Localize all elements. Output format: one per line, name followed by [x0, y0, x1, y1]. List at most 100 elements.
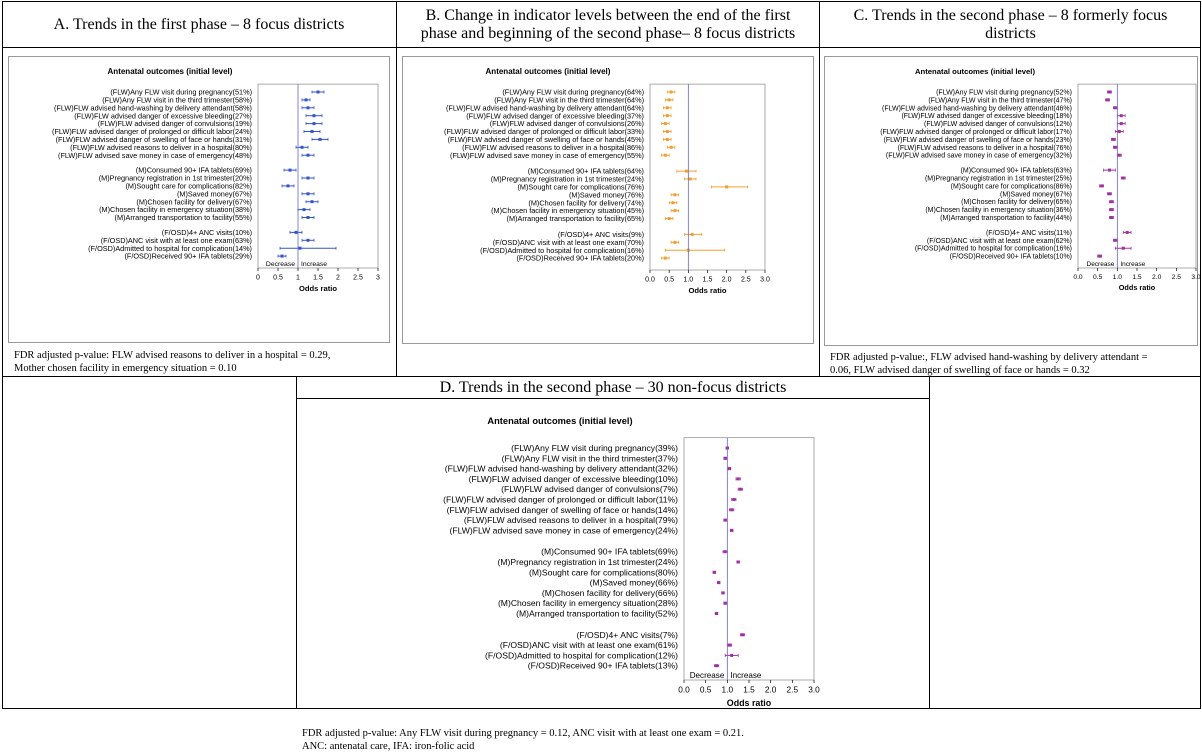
row-label: (M)Sought care for complications(76%) [517, 182, 644, 191]
point-estimate [316, 90, 320, 94]
increase-label: Increase [730, 671, 762, 680]
row-label: (M)Consumed 90+ IFA tablets(69%) [136, 166, 252, 175]
point-estimate [286, 184, 290, 188]
point-estimate [723, 456, 727, 460]
point-estimate [715, 664, 718, 668]
x-tick-label: 0.5 [1093, 274, 1103, 281]
point-estimate [728, 467, 731, 471]
x-tick-label: 1.0 [683, 276, 693, 283]
x-tick-label: 0.0 [678, 685, 690, 695]
row-label: (FLW)FLW advised reasons to deliver in a… [898, 145, 1072, 152]
title-divider-top [2, 47, 1201, 48]
x-tick-label: 1.5 [1132, 274, 1142, 281]
row-label: (M)Saved money(66%) [590, 578, 678, 588]
divider-d-right [929, 376, 930, 709]
point-estimate [736, 560, 740, 564]
point-estimate [300, 145, 304, 149]
panel-c-title: C. Trends in the second phase – 8 former… [820, 2, 1201, 47]
x-tick-label: 2.5 [353, 274, 363, 281]
point-estimate [1100, 184, 1104, 188]
panel-b-plot-frame [402, 56, 814, 344]
row-label: (FLW)FLW advised danger of swelling of f… [447, 505, 678, 515]
row-label: (FLW)FLW advised danger of prolonged or … [443, 495, 678, 505]
point-estimate [288, 168, 292, 172]
row-label: (M)Sought care for complications(80%) [529, 567, 678, 577]
x-tick-label: 1.5 [743, 685, 755, 695]
point-estimate [688, 177, 692, 181]
row-label: (F/OSD)ANC visit with at least one exam(… [500, 640, 678, 650]
point-estimate [730, 653, 734, 657]
panel-c-note-line-1: FDR adjusted p-value:, FLW advised hand-… [830, 352, 1148, 363]
point-estimate [306, 238, 310, 242]
row-label: (F/OSD)Admitted to hospital for complica… [485, 650, 678, 660]
increase-label: Increase [301, 261, 327, 268]
row-label: (M)Chosen facility for delivery(65%) [961, 199, 1072, 206]
row-label: (FLW)FLW advised danger of swelling of f… [56, 135, 252, 144]
x-axis-label: Odds ratio [689, 286, 727, 295]
point-estimate [1107, 90, 1111, 94]
row-label: (FLW)FLW advised save money in case of e… [886, 153, 1072, 160]
divider-a-b [396, 1, 397, 376]
row-label: (M)Saved money(76%) [569, 190, 644, 199]
panel-c-plot-frame [824, 56, 1198, 346]
row-label: (FLW)FLW advised hand-washing by deliver… [882, 105, 1072, 112]
x-tick-label: 1 [296, 274, 300, 281]
row-label: (FLW)FLW advised reasons to deliver in a… [464, 515, 678, 525]
point-estimate [1098, 254, 1102, 258]
point-estimate [306, 216, 310, 219]
row-label: (FLW)Any FLW visit in the third trimeste… [928, 97, 1072, 104]
point-estimate [280, 254, 284, 258]
row-label: (FLW)FLW advised hand-washing by deliver… [54, 103, 252, 112]
row-label: (FLW)FLW advised reasons to deliver in a… [70, 143, 252, 152]
panel-a-title-text: A. Trends in the first phase – 8 focus d… [53, 15, 345, 33]
point-estimate [1109, 200, 1113, 204]
row-label: (FLW)FLW advised danger of excessive ble… [466, 111, 644, 120]
point-estimate [318, 137, 322, 141]
point-estimate [1111, 137, 1115, 141]
row-label: (M)Saved money(67%) [1000, 191, 1072, 198]
point-estimate [671, 201, 675, 205]
row-label: (FLW)Any FLW visit in the third trimeste… [494, 95, 644, 104]
x-axis-label: Odds ratio [1119, 283, 1156, 292]
x-tick-label: 2.5 [787, 685, 799, 695]
point-estimate [312, 122, 316, 126]
panel-d-title: D. Trends in the second phase – 30 non-f… [297, 377, 929, 398]
x-axis-label: Odds ratio [727, 698, 772, 708]
row-label: (F/OSD)Admitted to hospital for complica… [88, 244, 252, 253]
x-tick-label: 3.0 [808, 685, 820, 695]
row-label: (FLW)FLW advised hand-washing by deliver… [446, 103, 644, 112]
row-divider [2, 376, 1201, 377]
row-label: (M)Consumed 90+ IFA tablets(69%) [541, 547, 678, 557]
panel-c-title-line-2: districts [985, 24, 1036, 42]
row-label: (M)Arranged transportation to facility(4… [940, 215, 1072, 222]
point-estimate [690, 232, 694, 236]
x-tick-label: 0.0 [1073, 274, 1083, 281]
divider-d-left [296, 376, 297, 709]
row-label: (F/OSD)ANC visit with at least one exam(… [927, 238, 1072, 245]
x-tick-label: 1.0 [1113, 274, 1123, 281]
row-label: (M)Pregnancy registration in 1st trimest… [497, 557, 678, 567]
row-label: (FLW)Any FLW visit in the third trimeste… [502, 453, 678, 463]
point-estimate [667, 217, 671, 220]
point-estimate [1117, 130, 1121, 133]
x-tick-label: 2.5 [741, 276, 751, 283]
x-axis-label: Odds ratio [299, 284, 337, 293]
row-label: (FLW)FLW advised danger of excessive ble… [901, 113, 1072, 120]
x-tick-label: 2 [336, 274, 340, 281]
x-tick-label: 1.0 [722, 685, 734, 695]
point-estimate [667, 98, 671, 102]
point-estimate [1109, 208, 1113, 212]
point-estimate [312, 114, 316, 118]
x-tick-label: 0.5 [700, 685, 712, 695]
row-label: (F/OSD)Admitted to hospital for complica… [480, 246, 644, 255]
row-label: (M)Arranged transportation to facility(5… [516, 609, 678, 619]
row-label: (F/OSD)4+ ANC visits(7%) [577, 630, 679, 640]
point-estimate [736, 477, 740, 481]
point-estimate [669, 90, 673, 94]
row-label: (FLW)FLW advised danger of prolonged or … [444, 127, 644, 136]
row-label: (M)Chosen facility for delivery(67%) [136, 197, 252, 206]
x-tick-label: 3.0 [1191, 274, 1201, 281]
row-label: (F/OSD)ANC visit with at least one exam(… [101, 236, 252, 245]
